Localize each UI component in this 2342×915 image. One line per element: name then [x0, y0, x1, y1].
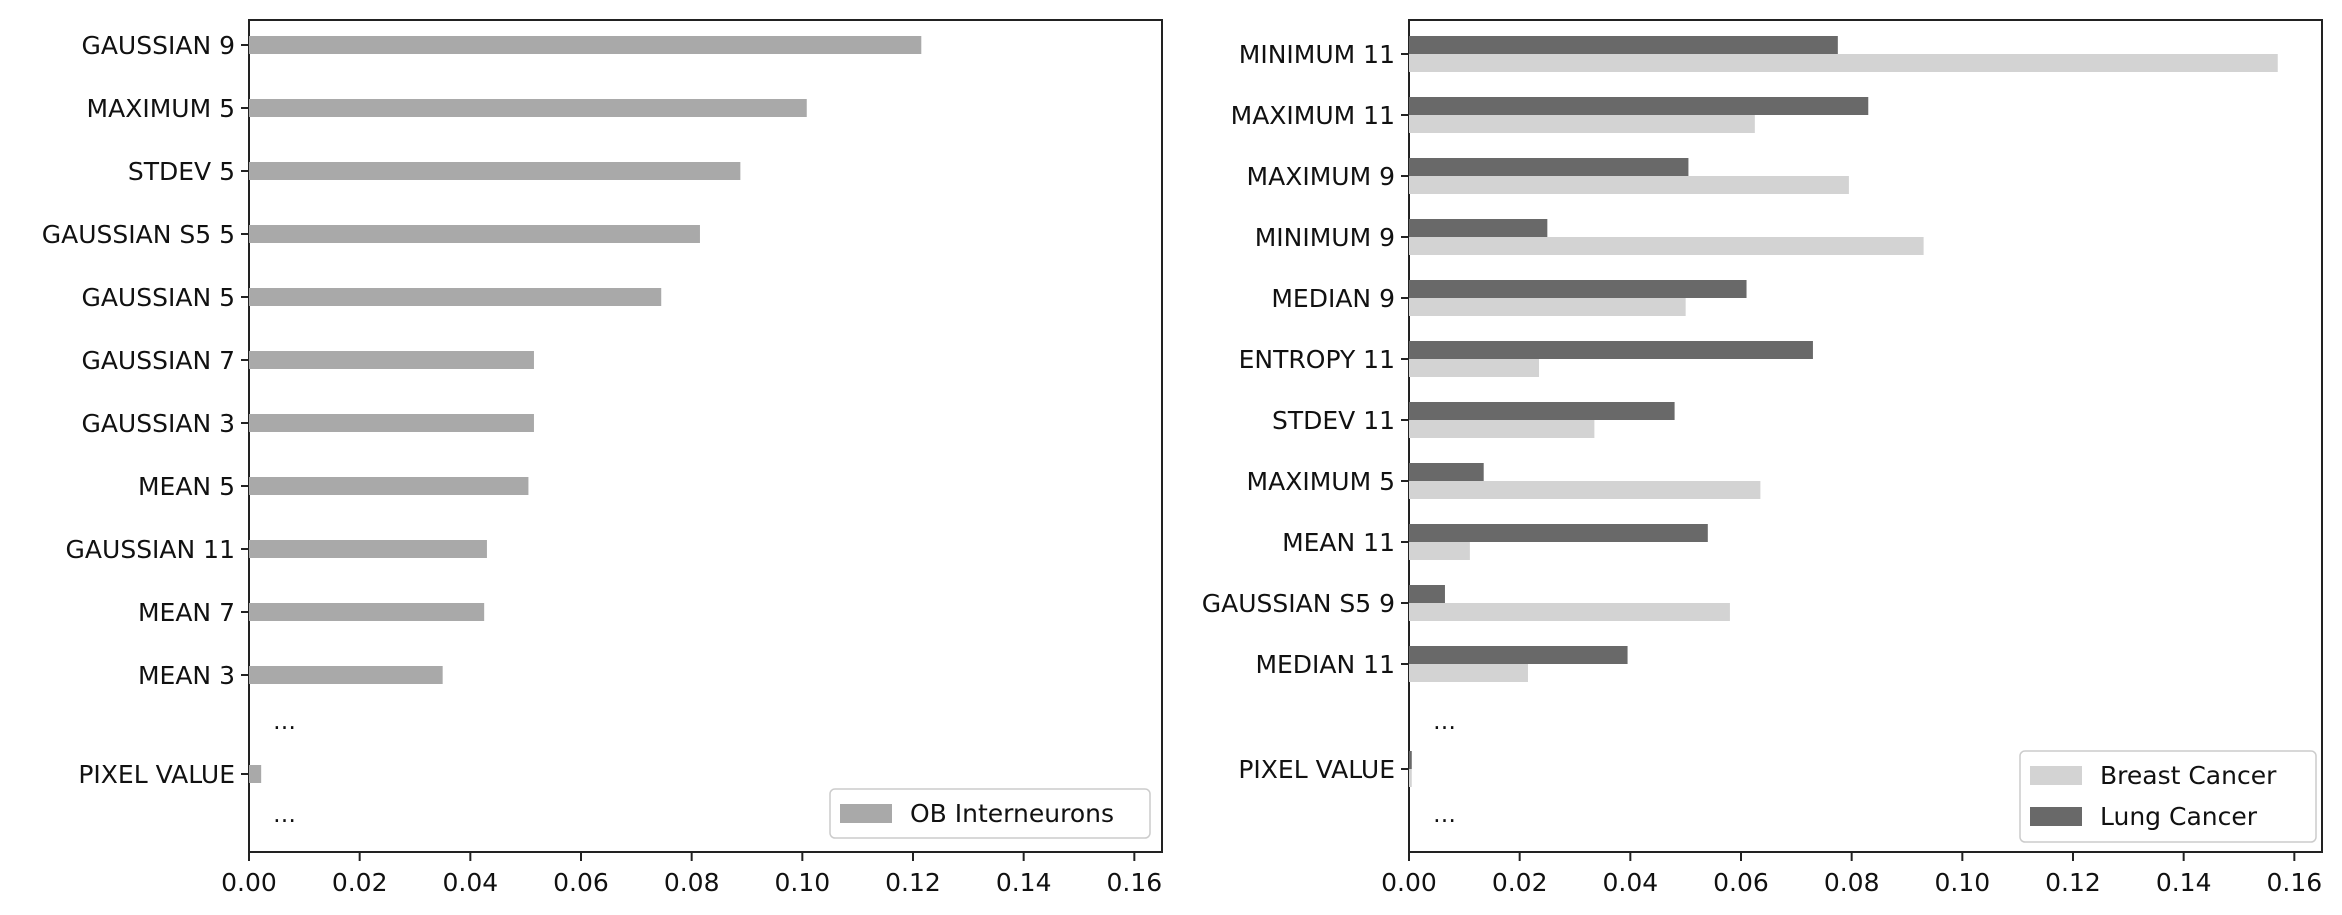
bar-breast-cancer-maximum-5: [1409, 481, 1761, 499]
bar-lung-cancer-minimum-11: [1409, 36, 1838, 54]
bar-breast-cancer-gaussian-s5-9: [1409, 603, 1730, 621]
xtick-label: 0.08: [1824, 868, 1880, 897]
category-label-maximum-9: MAXIMUM 9: [1247, 162, 1395, 191]
xtick-label: 0.12: [2045, 868, 2101, 897]
category-label-minimum-9: MINIMUM 9: [1255, 223, 1395, 252]
category-label-mean-3: MEAN 3: [138, 661, 235, 690]
bar-breast-cancer-mean-11: [1409, 542, 1470, 560]
xtick-label: 0.00: [1381, 868, 1437, 897]
legend-box: [2019, 750, 2317, 843]
bar-lung-cancer-pixel-value: [1409, 751, 1412, 769]
category-label-entropy-11: ENTROPY 11: [1239, 345, 1395, 374]
category-label-mean-11: MEAN 11: [1282, 528, 1395, 557]
category-label-maximum-5: MAXIMUM 5: [1247, 467, 1395, 496]
bar-ob-interneurons-maximum-5: [249, 99, 807, 117]
bar-ob-interneurons-pixel-value: [249, 765, 262, 783]
legend-label-lung-cancer: Lung Cancer: [2100, 802, 2258, 831]
bar-breast-cancer-pixel-value: [1409, 769, 1412, 787]
ellipsis-label: …: [273, 802, 296, 828]
category-label-pixel-value: PIXEL VALUE: [78, 760, 235, 789]
category-label-mean-7: MEAN 7: [138, 598, 235, 627]
plot-frame: [248, 19, 1163, 853]
xtick-label: 0.08: [664, 868, 720, 897]
xtick-label: 0.14: [2156, 868, 2212, 897]
bar-lung-cancer-median-9: [1409, 280, 1747, 298]
category-label-stdev-11: STDEV 11: [1272, 406, 1395, 435]
bar-ob-interneurons-gaussian-11: [249, 540, 487, 558]
xtick-label: 0.16: [1106, 868, 1162, 897]
category-label-gaussian-s5-9: GAUSSIAN S5 9: [1202, 589, 1395, 618]
category-label-pixel-value: PIXEL VALUE: [1238, 755, 1395, 784]
bar-breast-cancer-median-11: [1409, 664, 1528, 682]
bar-ob-interneurons-gaussian-3: [249, 414, 534, 432]
xtick-label: 0.12: [885, 868, 941, 897]
bar-ob-interneurons-gaussian-5: [249, 288, 662, 306]
bar-ob-interneurons-mean-3: [249, 666, 443, 684]
legend-label-breast-cancer: Breast Cancer: [2100, 761, 2277, 790]
bar-lung-cancer-stdev-11: [1409, 402, 1675, 420]
bar-lung-cancer-mean-11: [1409, 524, 1708, 542]
xtick-label: 0.04: [442, 868, 498, 897]
ellipsis-label: …: [273, 709, 296, 735]
bar-lung-cancer-maximum-11: [1409, 97, 1869, 115]
bar-ob-interneurons-stdev-5: [249, 162, 741, 180]
legend-swatch-lung-cancer: [2030, 807, 2082, 826]
chart-breast-lung-cancer: MINIMUM 11 MAXIMUM 11 MAXIMUM 9 MINIMUM 9 ME…: [1202, 19, 2323, 897]
legend-swatch-ob-interneurons: [840, 804, 892, 823]
bar-breast-cancer-entropy-11: [1409, 359, 1540, 377]
xtick-label: 0.06: [1713, 868, 1769, 897]
category-label-gaussian-9: GAUSSIAN 9: [81, 31, 235, 60]
category-label-gaussian-7: GAUSSIAN 7: [81, 346, 235, 375]
ellipsis-label: …: [1433, 709, 1456, 735]
bar-lung-cancer-maximum-5: [1409, 463, 1484, 481]
category-label-gaussian-5: GAUSSIAN 5: [81, 283, 235, 312]
bar-ob-interneurons-mean-7: [249, 603, 485, 621]
xtick-label: 0.10: [1934, 868, 1990, 897]
bar-breast-cancer-minimum-9: [1409, 237, 1924, 255]
xtick-label: 0.00: [221, 868, 277, 897]
chart-ob-interneurons: GAUSSIAN 9 MAXIMUM 5 STDEV 5 GAUSSIAN S5 5 G…: [42, 19, 1163, 897]
bar-lung-cancer-maximum-9: [1409, 158, 1689, 176]
legend-swatch-breast-cancer: [2030, 766, 2082, 785]
xtick-label: 0.16: [2266, 868, 2322, 897]
category-label-median-11: MEDIAN 11: [1255, 650, 1395, 679]
legend: Breast Cancer Lung Cancer: [2019, 750, 2317, 843]
category-label-gaussian-s5-5: GAUSSIAN S5 5: [42, 220, 235, 249]
xtick-label: 0.02: [1492, 868, 1548, 897]
legend-box: [829, 788, 1151, 839]
xtick-label: 0.06: [553, 868, 609, 897]
category-label-maximum-5: MAXIMUM 5: [87, 94, 235, 123]
bar-breast-cancer-median-9: [1409, 298, 1686, 316]
bar-breast-cancer-stdev-11: [1409, 420, 1595, 438]
bar-ob-interneurons-gaussian-s5-5: [249, 225, 700, 243]
bar-lung-cancer-median-11: [1409, 646, 1628, 664]
xtick-label: 0.04: [1602, 868, 1658, 897]
bar-lung-cancer-minimum-9: [1409, 219, 1548, 237]
category-label-gaussian-11: GAUSSIAN 11: [66, 535, 235, 564]
bar-ob-interneurons-gaussian-7: [249, 351, 534, 369]
category-label-mean-5: MEAN 5: [138, 472, 235, 501]
legend-label-ob-interneurons: OB Interneurons: [910, 799, 1114, 828]
bar-breast-cancer-maximum-11: [1409, 115, 1755, 133]
category-label-stdev-5: STDEV 5: [128, 157, 235, 186]
xtick-label: 0.02: [332, 868, 388, 897]
category-label-gaussian-3: GAUSSIAN 3: [81, 409, 235, 438]
legend: OB Interneurons: [829, 788, 1151, 839]
bar-breast-cancer-minimum-11: [1409, 54, 2278, 72]
category-label-median-9: MEDIAN 9: [1271, 284, 1395, 313]
xtick-label: 0.10: [774, 868, 830, 897]
bar-lung-cancer-gaussian-s5-9: [1409, 585, 1445, 603]
bar-breast-cancer-maximum-9: [1409, 176, 1849, 194]
category-label-maximum-11: MAXIMUM 11: [1231, 101, 1395, 130]
ellipsis-label: …: [1433, 802, 1456, 828]
bar-lung-cancer-entropy-11: [1409, 341, 1813, 359]
category-label-minimum-11: MINIMUM 11: [1239, 40, 1395, 69]
xtick-label: 0.14: [996, 868, 1052, 897]
bar-ob-interneurons-gaussian-9: [249, 36, 922, 54]
bar-ob-interneurons-mean-5: [249, 477, 529, 495]
